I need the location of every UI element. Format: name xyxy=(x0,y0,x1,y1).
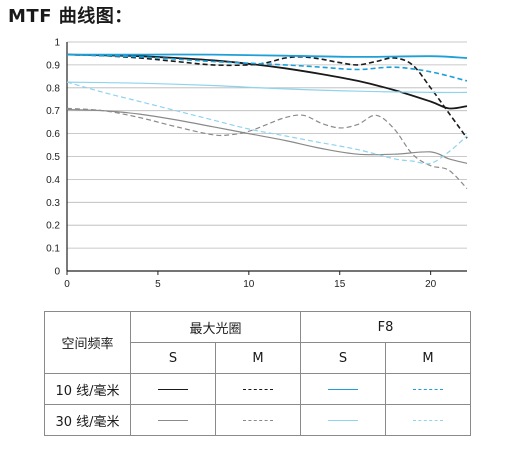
row-label-10: 10 线/毫米 xyxy=(44,373,131,405)
x-tick-label: 5 xyxy=(155,279,161,290)
grid-layer xyxy=(67,41,467,272)
series-line-max_30_m xyxy=(66,107,468,190)
x-tick-label: 10 xyxy=(243,279,255,290)
legend-sample-f8-10-s xyxy=(300,373,386,405)
y-tick-label: 0.7 xyxy=(46,106,60,117)
legend-sample-max-10-s xyxy=(130,373,216,405)
y-tick-label: 1 xyxy=(54,38,60,49)
series-line-max_10_m xyxy=(66,53,468,139)
y-tick-label: 0.9 xyxy=(46,60,60,71)
y-tick-label: 0 xyxy=(54,267,60,278)
group-f8: F8 xyxy=(300,311,471,343)
series-line-f8_30_s xyxy=(66,81,468,94)
y-tick-label: 0.1 xyxy=(46,244,60,255)
sub-header-sagittal-max: S xyxy=(130,342,216,374)
row-label-30: 30 线/毫米 xyxy=(44,404,131,436)
axis-layer: 00.10.20.30.40.50.60.70.80.910 5 10 15 20 xyxy=(46,38,467,290)
series-line-f8_10_m xyxy=(66,53,468,82)
legend-sample-max-30-s xyxy=(130,404,216,436)
y-tick-label: 0.3 xyxy=(46,198,60,209)
legend-sample-max-10-m xyxy=(215,373,301,405)
mtf-chart: 00.10.20.30.40.50.60.70.80.910 5 10 15 20 xyxy=(46,38,468,290)
series-layer xyxy=(66,53,468,190)
sub-header-meridional-max: M xyxy=(215,342,301,374)
page-title: MTF 曲线图： xyxy=(8,6,133,27)
x-tick-label: 0 xyxy=(64,279,70,290)
legend-table: 空间频率 最大光圈 F8 S M S M 10 线/毫米 30 线/毫米 xyxy=(44,311,471,436)
y-tick-label: 0.4 xyxy=(46,175,60,186)
legend-sample-max-30-m xyxy=(215,404,301,436)
series-line-f8_10_s xyxy=(67,53,468,59)
y-tick-label: 0.6 xyxy=(46,129,60,140)
y-tick-label: 0.8 xyxy=(46,83,60,94)
sub-header-sagittal-f8: S xyxy=(300,342,386,374)
series-line-f8_30_m xyxy=(66,81,468,165)
x-tick-label: 15 xyxy=(334,279,346,290)
x-tick-label: 20 xyxy=(425,279,437,290)
sub-header-meridional-f8: M xyxy=(385,342,471,374)
legend-sample-f8-30-m xyxy=(385,404,471,436)
legend-sample-f8-30-s xyxy=(300,404,386,436)
legend-sample-f8-10-m xyxy=(385,373,471,405)
series-line-max_30_s xyxy=(66,109,468,164)
y-tick-label: 0.5 xyxy=(46,152,60,163)
group-max-aperture: 最大光圈 xyxy=(130,311,301,343)
y-tick-label: 0.2 xyxy=(46,221,60,232)
row-header-spatial-frequency: 空间频率 xyxy=(44,311,131,374)
